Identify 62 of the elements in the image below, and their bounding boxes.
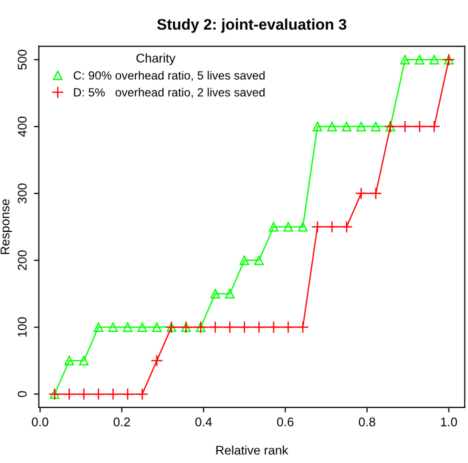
point	[122, 322, 132, 332]
point	[400, 54, 410, 64]
point	[79, 356, 89, 366]
x-tick-label: 0.8	[358, 417, 376, 426]
point	[356, 122, 366, 132]
point	[240, 256, 250, 266]
point	[94, 322, 104, 332]
point	[254, 256, 264, 266]
point	[327, 122, 337, 132]
point	[370, 187, 382, 200]
point	[209, 321, 222, 334]
y-tick-label: 100	[18, 317, 27, 337]
point	[152, 322, 162, 332]
y-tick-label: 500	[18, 50, 27, 70]
point	[224, 321, 236, 334]
point	[311, 220, 324, 234]
point	[137, 322, 148, 332]
point	[267, 321, 280, 334]
point	[225, 288, 235, 299]
point	[92, 388, 105, 400]
legend-label: C: 90% overhead ratio, 5 lives saved	[74, 70, 265, 82]
point	[210, 288, 220, 299]
legend-title: Charity	[136, 53, 176, 66]
point	[136, 388, 148, 400]
point	[429, 54, 439, 64]
point	[150, 354, 164, 367]
chart-title: Study 2: joint-evaluation 3	[157, 18, 346, 33]
y-tick-label: 200	[18, 250, 27, 270]
x-tick-label: 0.2	[114, 417, 130, 426]
point	[298, 222, 308, 232]
y-axis-title: Response	[0, 199, 12, 254]
point	[370, 122, 381, 132]
point	[106, 388, 120, 400]
point	[78, 388, 90, 400]
y-tick-label: 300	[18, 183, 27, 204]
point	[342, 122, 352, 132]
legend-label: D: 5% overhead ratio, 2 lives saved	[74, 88, 265, 98]
point	[108, 322, 118, 332]
point	[238, 321, 251, 334]
point	[413, 120, 426, 133]
point	[121, 388, 134, 400]
point	[283, 222, 293, 232]
x-axis-title: Relative rank	[216, 445, 288, 455]
x-tick-label: 0.4	[195, 417, 212, 426]
point	[63, 388, 76, 400]
x-tick-label: 0.0	[32, 417, 48, 426]
x-tick-label: 0.6	[277, 417, 294, 426]
point	[428, 120, 440, 133]
point	[312, 122, 322, 132]
point	[252, 321, 266, 334]
point	[268, 222, 278, 232]
x-tick-label: 1.0	[441, 417, 457, 426]
y-tick-label: 400	[18, 116, 27, 137]
point	[398, 120, 412, 133]
point	[282, 321, 294, 334]
point	[326, 220, 338, 234]
point	[296, 321, 310, 334]
point	[355, 187, 368, 200]
point	[414, 54, 424, 64]
point	[340, 220, 353, 234]
y-tick-label: 0	[18, 391, 27, 398]
point	[64, 356, 74, 366]
